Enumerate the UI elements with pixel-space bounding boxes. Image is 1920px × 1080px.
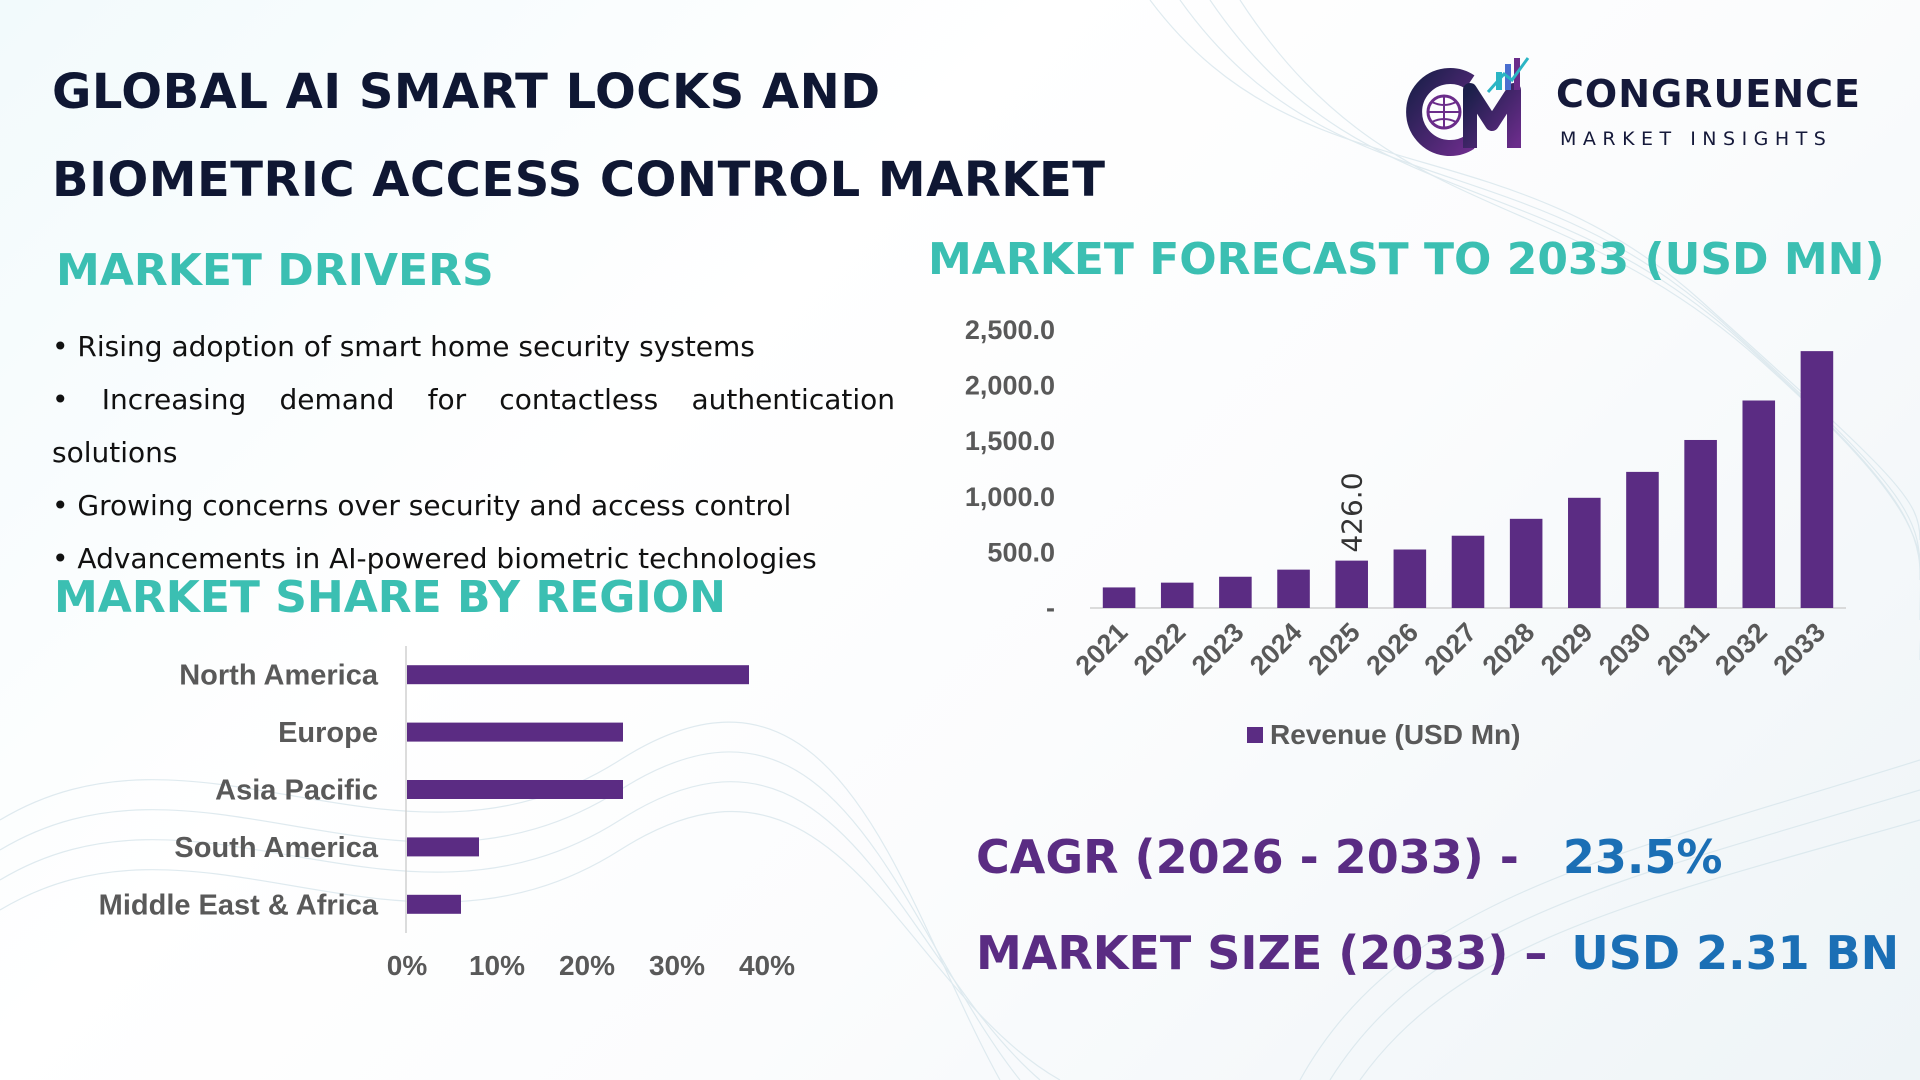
y-tick-label: 2,500.0 [965, 315, 1055, 345]
x-tick-label: 2029 [1535, 617, 1599, 681]
driver-item: • Advancements in AI-powered biometric t… [52, 542, 817, 575]
x-tick-label: 10% [469, 950, 525, 981]
market-drivers-list: • Rising adoption of smart home security… [52, 320, 895, 585]
x-tick-label: 2032 [1709, 617, 1773, 681]
forecast-bar-chart: -500.01,000.01,500.02,000.02,500.0202120… [965, 315, 1846, 750]
region-share-bar [407, 722, 623, 742]
data-label: 426.0 [1336, 472, 1369, 552]
x-tick-label: 2023 [1186, 617, 1250, 681]
revenue-bar [1742, 400, 1776, 608]
y-tick-label: 500.0 [987, 537, 1055, 567]
region-label: North America [179, 660, 379, 692]
revenue-bar [1568, 497, 1601, 608]
x-tick-label: 2022 [1128, 617, 1192, 681]
globe-bar-chart-logo-icon [1406, 57, 1530, 156]
y-tick-label: 1,000.0 [965, 482, 1055, 512]
page-title: GLOBAL AI SMART LOCKS AND BIOMETRIC ACCE… [52, 48, 1152, 224]
revenue-bar [1626, 471, 1659, 608]
driver-item: • Growing concerns over security and acc… [52, 489, 792, 522]
revenue-bar [1684, 439, 1717, 608]
revenue-bar [1102, 587, 1136, 608]
title-line-2: BIOMETRIC ACCESS CONTROL MARKET [52, 152, 1106, 208]
region-label: Europe [278, 717, 378, 749]
revenue-bar [1393, 549, 1427, 608]
x-tick-label: 2033 [1767, 617, 1831, 681]
market-size-stat: MARKET SIZE (2033) – USD 2.31 BN [976, 926, 1899, 980]
market-drivers-heading: MARKET DRIVERS [56, 245, 494, 296]
revenue-bar [1451, 535, 1485, 608]
revenue-bar [1277, 569, 1310, 608]
y-tick-label: 2,000.0 [965, 371, 1055, 401]
cagr-label: CAGR (2026 - 2033) - [976, 830, 1519, 884]
y-tick-label: 1,500.0 [965, 426, 1055, 456]
x-tick-label: 2025 [1302, 617, 1366, 681]
cagr-value: 23.5% [1562, 830, 1723, 884]
forecast-heading: MARKET FORECAST TO 2033 (USD MN) [928, 234, 1885, 285]
logo-subtitle-text: MARKET INSIGHTS [1560, 128, 1833, 150]
x-tick-label: 30% [649, 950, 705, 981]
x-tick-label: 0% [387, 950, 428, 981]
y-tick-label: - [1046, 593, 1055, 623]
x-tick-label: 2026 [1360, 617, 1424, 681]
revenue-bar [1509, 518, 1543, 608]
driver-item: • Increasing demand for contactless auth… [52, 383, 895, 469]
legend-swatch [1247, 727, 1263, 743]
market-size-label: MARKET SIZE (2033) – [976, 926, 1548, 980]
revenue-bar [1800, 351, 1834, 608]
market-size-value: USD 2.31 BN [1571, 926, 1900, 980]
region-share-heading: MARKET SHARE BY REGION [54, 572, 726, 623]
x-tick-label: 2030 [1593, 617, 1657, 681]
x-tick-label: 2021 [1070, 617, 1134, 681]
region-share-bar [407, 837, 479, 857]
x-tick-label: 2028 [1477, 617, 1541, 681]
region-label: Middle East & Africa [99, 889, 379, 921]
x-tick-label: 20% [559, 950, 615, 981]
revenue-bar [1335, 560, 1368, 608]
brand-logo: CONGRUENCE MARKET INSIGHTS [1400, 52, 1880, 162]
x-tick-label: 2027 [1419, 617, 1483, 681]
cagr-stat: CAGR (2026 - 2033) - 23.5% [976, 830, 1723, 884]
x-tick-label: 40% [739, 950, 795, 981]
x-tick-label: 2024 [1244, 617, 1308, 681]
driver-item: • Rising adoption of smart home security… [52, 330, 755, 363]
region-share-bar [407, 894, 461, 914]
region-share-bar [407, 665, 749, 685]
revenue-bar [1160, 582, 1194, 608]
title-line-1: GLOBAL AI SMART LOCKS AND [52, 64, 881, 120]
region-share-bar [407, 780, 623, 799]
region-label: Asia Pacific [215, 775, 378, 807]
legend-label: Revenue (USD Mn) [1270, 719, 1520, 750]
logo-brand-text: CONGRUENCE [1556, 72, 1861, 116]
region-share-bar-chart: North America Europe Asia Pacific South Ame… [99, 646, 795, 981]
revenue-bar [1219, 576, 1252, 608]
region-label: South America [174, 832, 378, 864]
x-tick-label: 2031 [1651, 617, 1715, 681]
